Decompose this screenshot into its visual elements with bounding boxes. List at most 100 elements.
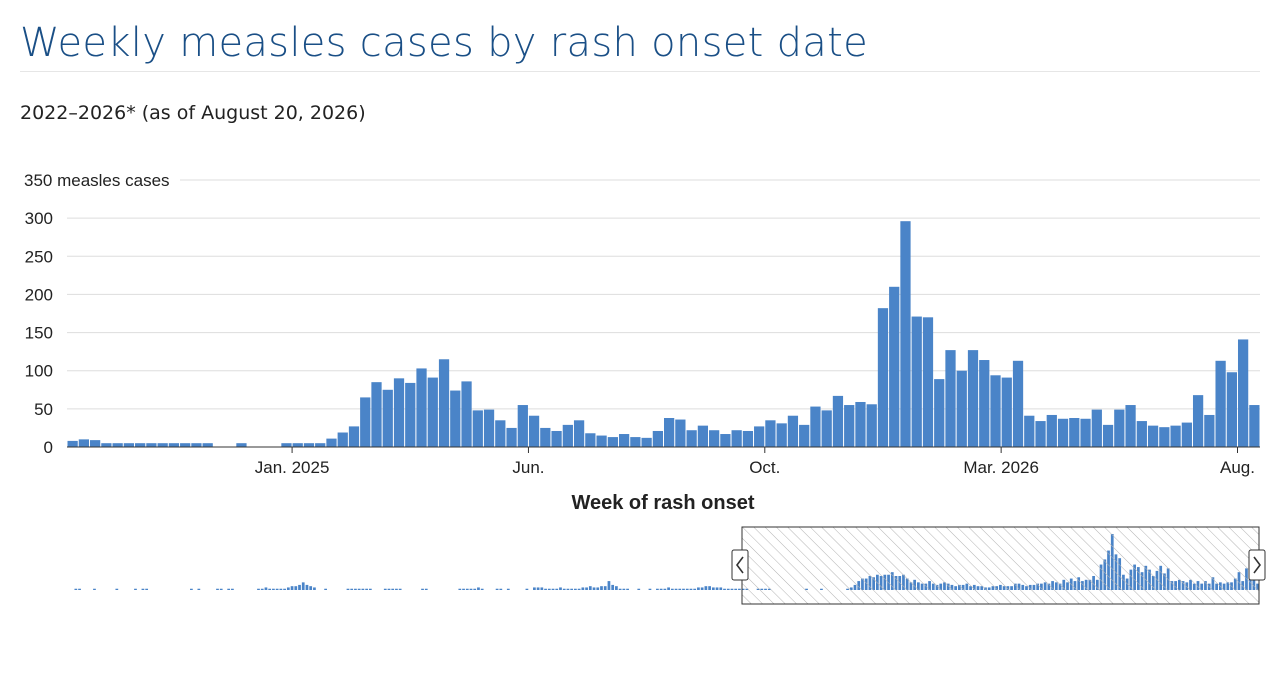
bar[interactable] xyxy=(135,443,146,447)
bar[interactable] xyxy=(427,377,438,447)
bar[interactable] xyxy=(799,424,810,447)
bar[interactable] xyxy=(1114,409,1125,447)
bar[interactable] xyxy=(348,426,360,447)
bar[interactable] xyxy=(551,430,562,447)
bar[interactable] xyxy=(618,434,630,447)
bar[interactable] xyxy=(506,427,517,447)
bar[interactable] xyxy=(1159,427,1170,447)
bar[interactable] xyxy=(1035,421,1046,447)
bar[interactable] xyxy=(810,406,821,447)
bar[interactable] xyxy=(585,433,596,447)
bar[interactable] xyxy=(1001,377,1012,447)
bar[interactable] xyxy=(562,424,573,447)
bar[interactable] xyxy=(821,410,832,447)
bar[interactable] xyxy=(472,410,483,447)
bar[interactable] xyxy=(337,432,348,447)
bar[interactable] xyxy=(956,370,967,447)
bar[interactable] xyxy=(1069,418,1080,447)
bar[interactable] xyxy=(844,405,855,447)
bar[interactable] xyxy=(641,437,652,447)
bar[interactable] xyxy=(990,375,1001,447)
bar[interactable] xyxy=(765,420,776,447)
bar[interactable] xyxy=(112,443,123,447)
bar[interactable] xyxy=(573,420,585,447)
bar[interactable] xyxy=(90,440,101,447)
bar[interactable] xyxy=(540,427,551,447)
bar[interactable] xyxy=(168,443,180,447)
bar[interactable] xyxy=(742,430,754,447)
bar[interactable] xyxy=(292,443,303,447)
bar[interactable] xyxy=(416,368,427,447)
bar[interactable] xyxy=(78,439,89,447)
bar[interactable] xyxy=(630,437,641,447)
bar[interactable] xyxy=(483,409,495,447)
bar[interactable] xyxy=(866,404,877,447)
navigator-right-handle[interactable] xyxy=(1248,549,1266,581)
bar[interactable] xyxy=(945,350,956,447)
range-navigator[interactable] xyxy=(74,526,1266,605)
bar[interactable] xyxy=(1170,425,1181,447)
bar[interactable] xyxy=(877,308,889,447)
bar[interactable] xyxy=(1024,415,1035,447)
navigator-left-handle[interactable] xyxy=(731,549,749,581)
bar[interactable] xyxy=(461,381,472,447)
bar[interactable] xyxy=(495,420,506,447)
bar[interactable] xyxy=(967,350,979,447)
bar[interactable] xyxy=(1080,418,1091,447)
navigator-selection-window[interactable] xyxy=(741,526,1260,605)
bar[interactable] xyxy=(180,443,191,447)
bar[interactable] xyxy=(1204,414,1215,447)
bar[interactable] xyxy=(1125,405,1136,447)
bar[interactable] xyxy=(1226,372,1237,447)
bar[interactable] xyxy=(776,423,787,447)
bar[interactable] xyxy=(517,405,528,447)
bar[interactable] xyxy=(1181,422,1192,447)
bar[interactable] xyxy=(438,359,450,447)
bar[interactable] xyxy=(191,443,202,447)
bar[interactable] xyxy=(123,443,135,447)
bar[interactable] xyxy=(596,435,607,447)
bar[interactable] xyxy=(922,317,934,447)
bar[interactable] xyxy=(911,316,922,447)
bar[interactable] xyxy=(450,390,461,447)
bar[interactable] xyxy=(686,430,697,447)
bar[interactable] xyxy=(787,415,799,447)
bar[interactable] xyxy=(303,443,315,447)
bar[interactable] xyxy=(1249,405,1260,447)
bar[interactable] xyxy=(832,395,844,447)
bar[interactable] xyxy=(360,397,371,447)
bar[interactable] xyxy=(67,440,78,447)
bar[interactable] xyxy=(326,438,337,447)
bar[interactable] xyxy=(652,430,663,447)
bar[interactable] xyxy=(731,430,742,447)
bar[interactable] xyxy=(202,443,213,447)
bar[interactable] xyxy=(1215,360,1226,447)
bar[interactable] xyxy=(979,360,990,447)
bar[interactable] xyxy=(1102,424,1114,447)
bar[interactable] xyxy=(675,419,686,447)
bar[interactable] xyxy=(697,425,709,447)
bar[interactable] xyxy=(720,434,731,447)
bar[interactable] xyxy=(393,378,405,447)
bar[interactable] xyxy=(236,443,247,447)
bar[interactable] xyxy=(1046,414,1057,447)
bar[interactable] xyxy=(1147,425,1159,447)
bar[interactable] xyxy=(1237,339,1249,447)
bar[interactable] xyxy=(157,443,168,447)
bar[interactable] xyxy=(405,382,416,447)
bar[interactable] xyxy=(754,426,765,447)
bar[interactable] xyxy=(855,401,866,447)
bar[interactable] xyxy=(664,418,675,447)
bar[interactable] xyxy=(371,382,382,447)
bar[interactable] xyxy=(1091,409,1102,447)
bar[interactable] xyxy=(382,389,393,447)
bar[interactable] xyxy=(1057,418,1069,447)
bar[interactable] xyxy=(281,443,292,447)
bar[interactable] xyxy=(1192,395,1204,447)
bar[interactable] xyxy=(900,221,911,447)
bar[interactable] xyxy=(607,437,618,447)
bar[interactable] xyxy=(528,415,540,447)
bar[interactable] xyxy=(1012,360,1024,447)
bar[interactable] xyxy=(889,286,900,447)
bar[interactable] xyxy=(709,430,720,447)
